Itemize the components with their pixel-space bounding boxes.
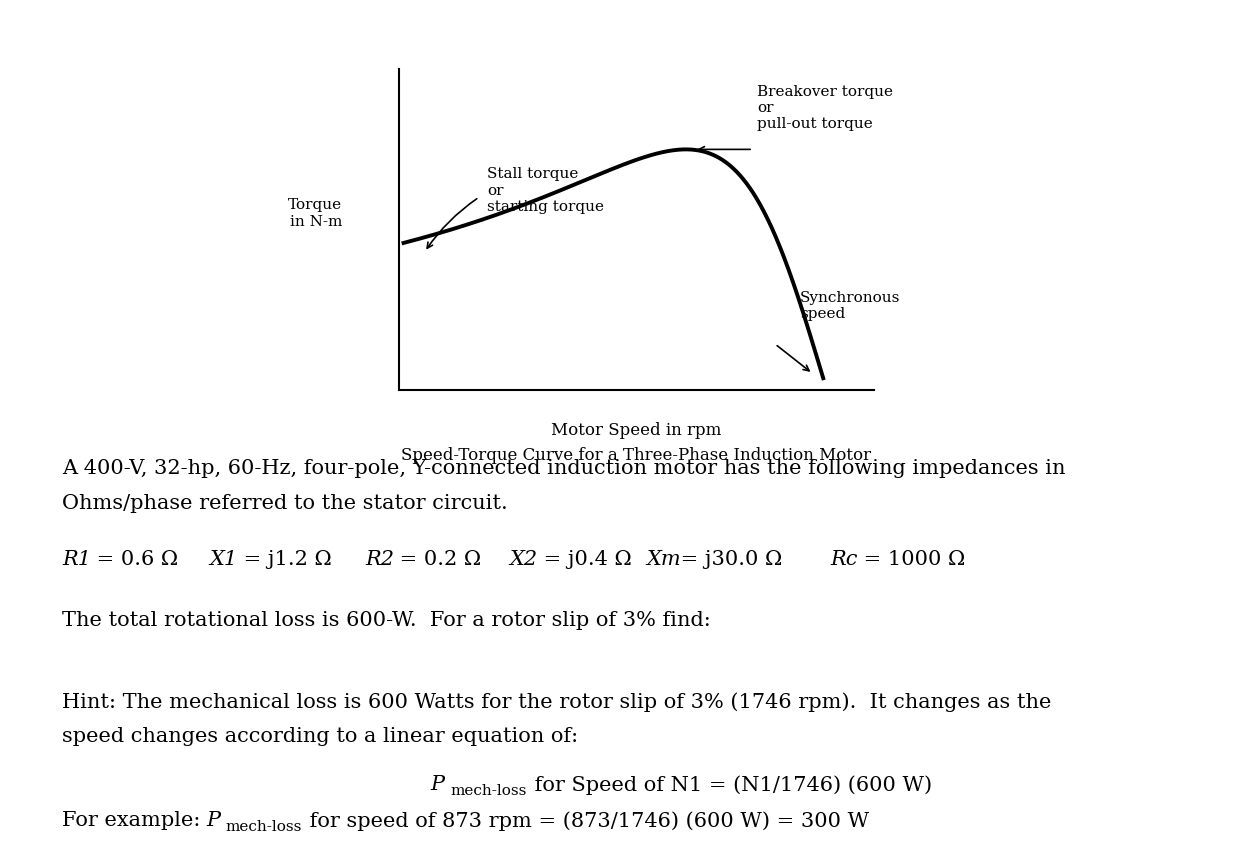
Text: X2: X2 [509, 550, 538, 569]
Text: speed changes according to a linear equation of:: speed changes according to a linear equa… [62, 727, 579, 746]
Text: Hint: The mechanical loss is 600 Watts for the rotor slip of 3% (1746 rpm).  It : Hint: The mechanical loss is 600 Watts f… [62, 693, 1052, 713]
Text: Stall torque
or
starting torque: Stall torque or starting torque [488, 167, 604, 214]
Text: X1: X1 [210, 550, 238, 569]
Text: = 0.6 Ω: = 0.6 Ω [90, 550, 178, 569]
Text: Ohms/phase referred to the stator circuit.: Ohms/phase referred to the stator circui… [62, 494, 508, 513]
Text: = 1000 Ω: = 1000 Ω [857, 550, 966, 569]
Text: = j0.4 Ω: = j0.4 Ω [537, 550, 631, 569]
Text: for speed of 873 rpm = (873/1746) (600 W) = 300 W: for speed of 873 rpm = (873/1746) (600 W… [303, 811, 870, 831]
Text: = j1.2 Ω: = j1.2 Ω [237, 550, 332, 569]
Text: Xm: Xm [646, 550, 681, 569]
Text: = 0.2 Ω: = 0.2 Ω [393, 550, 482, 569]
Text: For example:: For example: [62, 811, 207, 830]
Text: Motor Speed in rpm: Motor Speed in rpm [552, 422, 721, 439]
Text: Torque
in N-m: Torque in N-m [288, 198, 342, 229]
Text: P: P [431, 775, 444, 794]
Text: mech-loss: mech-loss [226, 820, 302, 834]
Text: Synchronous
speed: Synchronous speed [800, 291, 901, 321]
Text: = j30.0 Ω: = j30.0 Ω [674, 550, 782, 569]
Text: P: P [206, 811, 220, 830]
Text: R2: R2 [366, 550, 394, 569]
Text: A 400-V, 32-hp, 60-Hz, four-pole, Y-connected induction motor has the following : A 400-V, 32-hp, 60-Hz, four-pole, Y-conn… [62, 459, 1066, 478]
Text: Speed-Torque Curve for a Three-Phase Induction Motor: Speed-Torque Curve for a Three-Phase Ind… [402, 448, 871, 464]
Text: The total rotational loss is 600-W.  For a rotor slip of 3% find:: The total rotational loss is 600-W. For … [62, 611, 711, 630]
Text: for Speed of N1 = (N1/1746) (600 W): for Speed of N1 = (N1/1746) (600 W) [528, 775, 932, 795]
Text: mech-loss: mech-loss [451, 784, 527, 798]
Text: Rc: Rc [830, 550, 857, 569]
Text: Breakover torque
or
pull-out torque: Breakover torque or pull-out torque [758, 85, 894, 131]
Text: R1: R1 [62, 550, 91, 569]
